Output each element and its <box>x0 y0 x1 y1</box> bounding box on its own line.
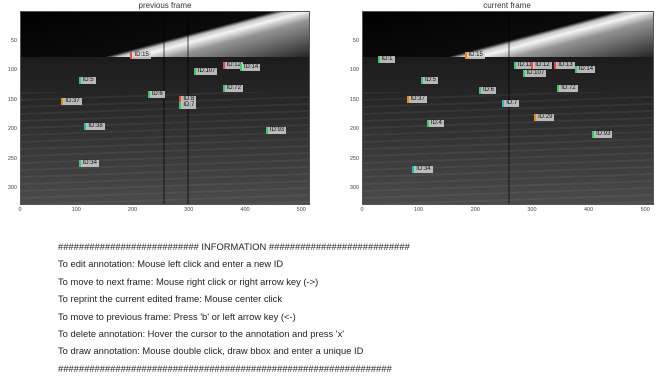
water-region <box>21 92 309 204</box>
information-panel: ########################### INFORMATION … <box>58 238 618 377</box>
annotation-label[interactable]: ID:34 <box>78 159 99 167</box>
y-tick-label: 300 <box>349 185 359 192</box>
y-tick-label: 50 <box>10 37 17 44</box>
x-tick-label: 400 <box>240 207 250 213</box>
info-line-reprint: To reprint the current edited frame: Mou… <box>58 293 283 305</box>
annotation-label[interactable]: ID:107 <box>522 69 547 77</box>
y-tick-label: 150 <box>349 96 359 103</box>
info-footer: ########################################… <box>58 362 392 374</box>
annotation-label[interactable]: ID:29 <box>534 113 555 121</box>
x-tick-label: 100 <box>414 207 424 213</box>
x-tick-label: 0 <box>360 207 364 213</box>
annotation-label[interactable]: ID:5 <box>78 77 96 85</box>
previous-frame-panel: previous frame ID:15 ID:8 ID:5 ID:37 ID:6 ID:… <box>0 0 330 220</box>
annotation-label[interactable]: ID:15 <box>464 52 485 60</box>
shoreline-region <box>21 12 309 57</box>
y-tick-label: 50 <box>352 37 359 44</box>
y-tick-label: 200 <box>7 126 17 133</box>
annotation-label[interactable]: ID:14 <box>239 63 261 71</box>
x-tick-label: 400 <box>583 207 594 213</box>
annotation-label[interactable]: ID:38 <box>84 123 105 131</box>
y-tick-label: 100 <box>349 67 359 74</box>
shoreline-region <box>363 12 653 57</box>
current-frame-title: current frame <box>483 1 531 10</box>
x-tick-label: 300 <box>184 207 194 213</box>
info-header: ########################### INFORMATION … <box>58 241 410 252</box>
x-tick-label: 200 <box>127 207 138 213</box>
annotation-label[interactable]: ID:15 <box>130 52 151 60</box>
x-tick-label: 500 <box>296 207 306 213</box>
previous-frame-image[interactable]: ID:15 ID:8 ID:5 ID:37 ID:6 ID:7 ID:107 ID:12 ID:… <box>20 11 310 205</box>
info-line-delete: To delete annotation: Hover the cursor t… <box>58 328 345 340</box>
y-tick-label: 200 <box>349 126 359 133</box>
annotation-label[interactable]: ID:4 <box>426 119 444 127</box>
y-tick-label: 300 <box>7 185 17 192</box>
annotation-label[interactable]: ID:72 <box>222 84 243 92</box>
annotation-label[interactable]: ID:6 <box>147 90 165 98</box>
y-tick-label: 100 <box>7 67 17 74</box>
water-region <box>363 92 653 204</box>
x-tick-label: 200 <box>470 207 480 213</box>
annotation-label[interactable]: ID:13 <box>554 61 575 69</box>
annotation-label[interactable]: ID:34 <box>412 165 433 173</box>
annotation-label[interactable]: ID:5 <box>421 77 439 85</box>
info-line-next-frame: To move to next frame: Mouse right click… <box>58 275 319 287</box>
image-seam <box>163 12 165 204</box>
annotation-label[interactable]: ID:6 <box>479 86 497 94</box>
x-tick-label: 100 <box>71 207 81 213</box>
annotation-label[interactable]: ID:1 <box>377 56 395 64</box>
y-tick-label: 150 <box>7 96 17 103</box>
info-line-draw: To draw annotation: Mouse double click, … <box>58 345 364 357</box>
image-seam <box>508 12 510 204</box>
x-tick-label: 0 <box>18 207 22 213</box>
annotation-label[interactable]: ID:11 <box>513 61 534 69</box>
annotation-label[interactable]: ID:37 <box>406 96 427 104</box>
x-tick-label: 300 <box>527 207 537 213</box>
annotation-label[interactable]: ID:14 <box>574 65 596 73</box>
annotation-label[interactable]: ID:107 <box>193 67 218 75</box>
annotation-label[interactable]: ID:37 <box>61 98 82 106</box>
annotation-label[interactable]: ID:7 <box>179 102 197 110</box>
annotation-label[interactable]: ID:72 <box>557 84 578 92</box>
annotation-label[interactable]: ID:93 <box>592 131 613 139</box>
y-tick-label: 250 <box>349 155 359 162</box>
current-frame-image[interactable]: ID:1 ID:15 ID:11 ID:12 ID:107 ID:13 ID:14 ID:5 I… <box>362 11 654 205</box>
x-tick-label: 500 <box>640 207 650 213</box>
previous-frame-title: previous frame <box>138 1 192 10</box>
annotation-label[interactable]: ID:7 <box>502 100 520 108</box>
annotation-label[interactable]: ID:12 <box>222 61 243 69</box>
info-line-previous-frame: To move to previous frame: Press 'b' or … <box>58 310 296 322</box>
annotation-label[interactable]: ID:93 <box>265 127 287 135</box>
y-tick-label: 250 <box>7 155 17 162</box>
annotation-label[interactable]: ID:8 <box>179 96 197 104</box>
current-frame-panel: current frame ID:1 ID:15 ID:11 ID:12 ID:107 I… <box>345 0 667 220</box>
info-line-edit: To edit annotation: Mouse left click and… <box>58 258 284 270</box>
annotation-label[interactable]: ID:12 <box>531 61 552 69</box>
